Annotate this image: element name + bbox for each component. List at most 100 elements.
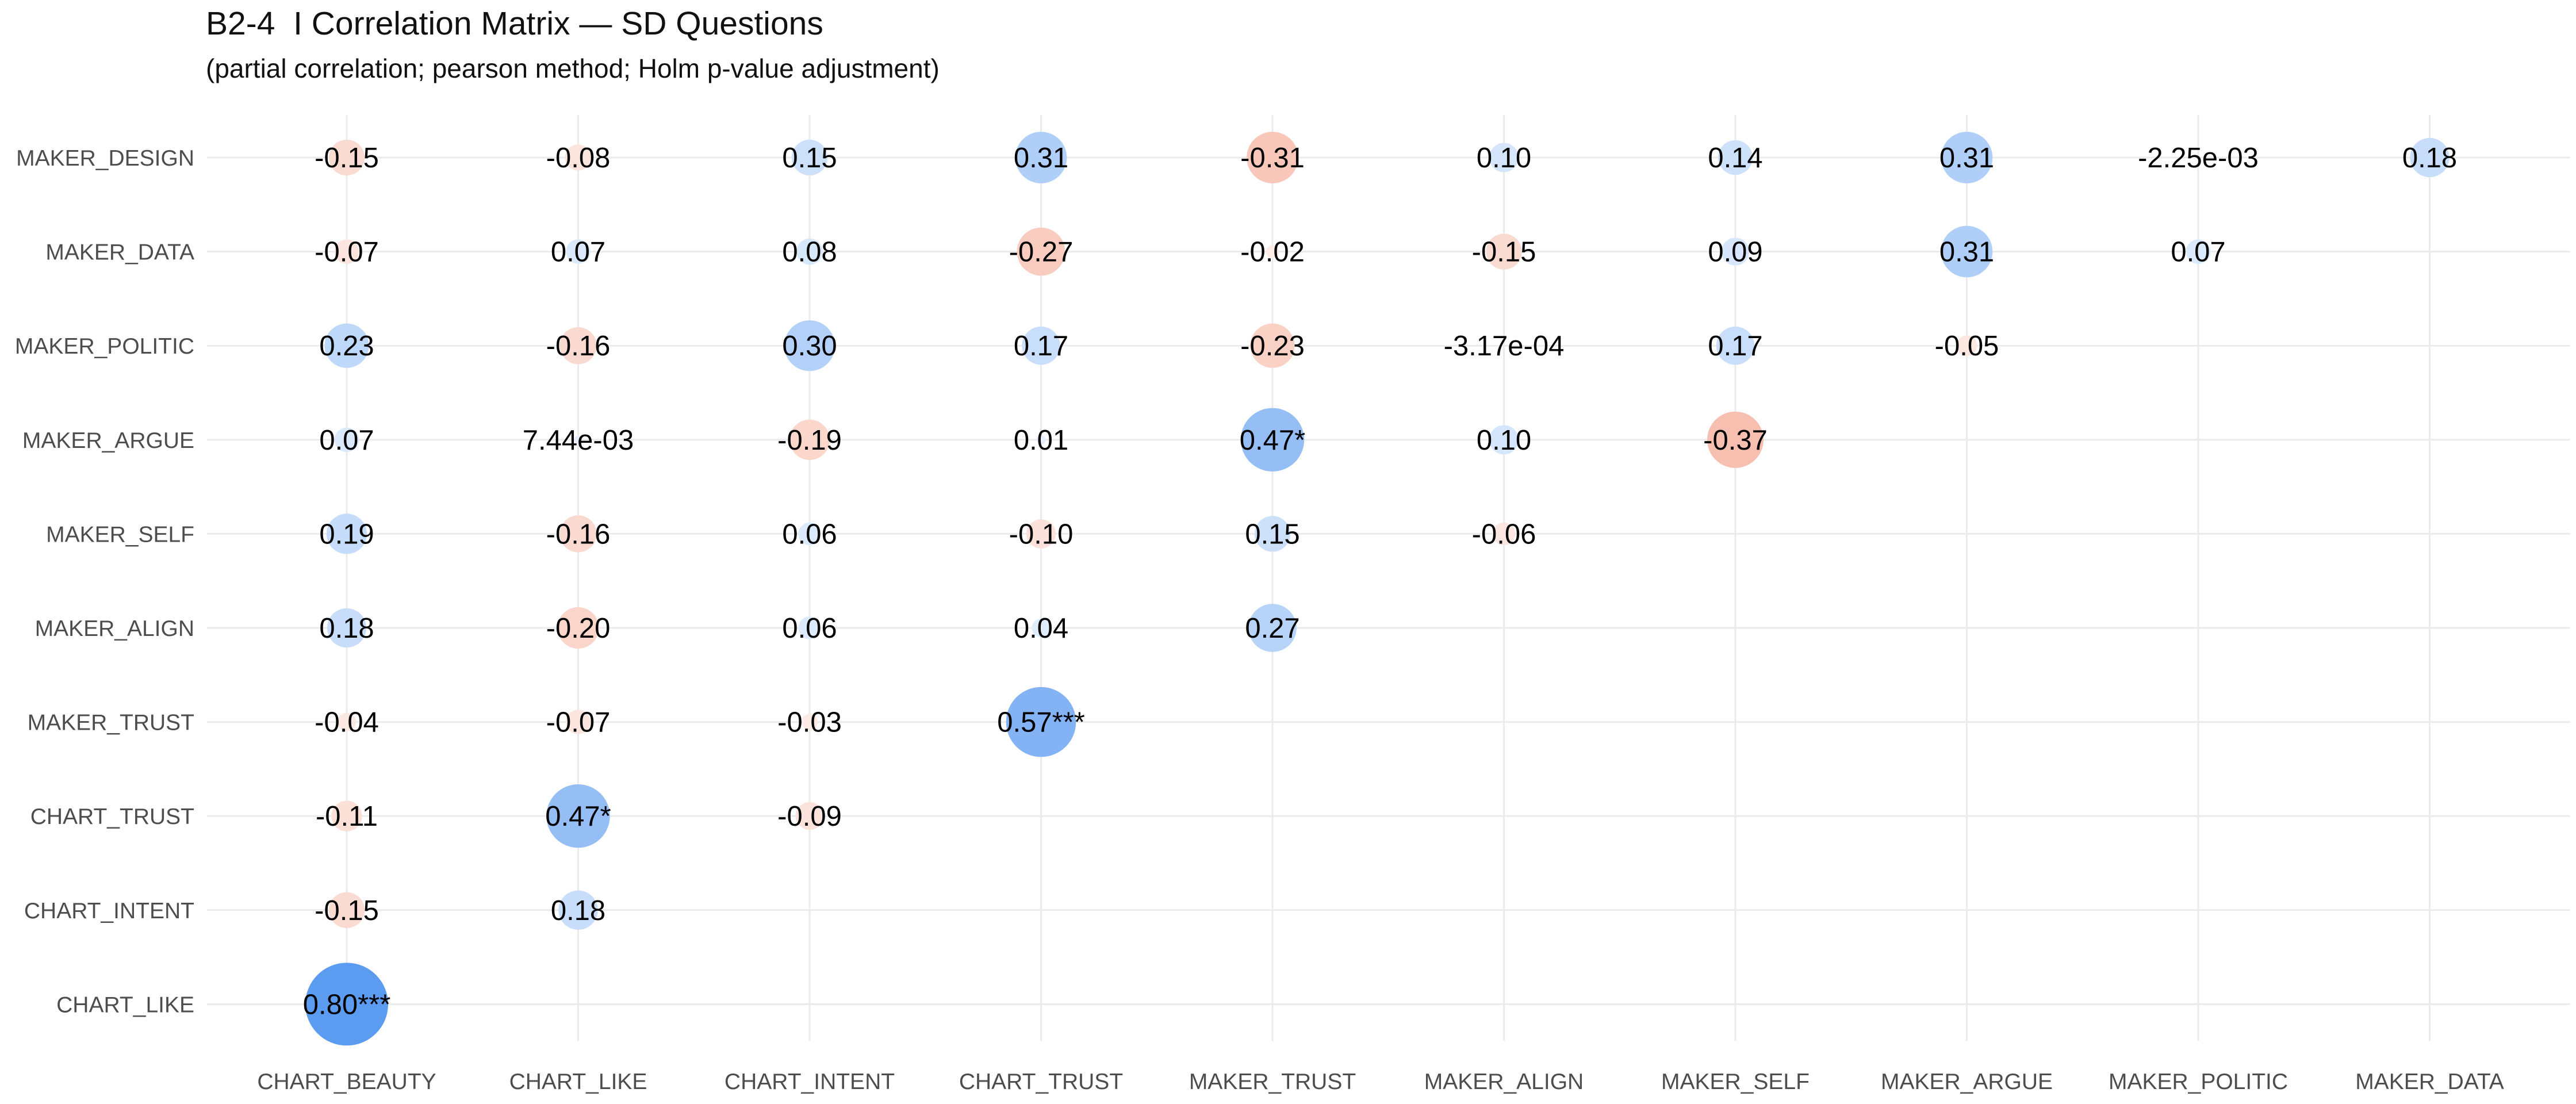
cell-value-label: 0.06 xyxy=(782,519,837,550)
y-tick-label: CHART_INTENT xyxy=(24,899,194,923)
correlation-bubble xyxy=(328,139,365,176)
correlation-bubble xyxy=(1250,323,1295,368)
cell-value-label: 0.47* xyxy=(545,801,611,832)
x-tick-label: CHART_TRUST xyxy=(959,1070,1123,1094)
correlation-bubble xyxy=(798,616,821,639)
cell-value-label: -0.09 xyxy=(777,801,842,832)
y-tick-label: MAKER_DESIGN xyxy=(16,146,194,171)
cell-value-label: -0.16 xyxy=(546,519,611,550)
correlation-bubble xyxy=(566,239,591,264)
cell-value-label: -0.04 xyxy=(315,707,379,738)
cell-value-label: -0.15 xyxy=(315,895,379,926)
correlation-bubble xyxy=(1248,604,1297,652)
correlation-bubble xyxy=(1017,227,1065,276)
y-tick-label: MAKER_SELF xyxy=(46,522,194,547)
correlation-bubble xyxy=(1254,516,1291,552)
correlation-bubble xyxy=(2410,137,2450,178)
correlation-bubble xyxy=(1022,327,1060,365)
cell-value-label: 0.01 xyxy=(1014,425,1068,456)
cell-value-label: 0.31 xyxy=(1939,237,1994,268)
correlation-bubble xyxy=(334,427,359,453)
correlation-bubble xyxy=(789,419,830,460)
y-tick-label: CHART_LIKE xyxy=(56,992,194,1017)
cell-value-label: 0.04 xyxy=(1014,613,1068,644)
cell-value-label: 0.57*** xyxy=(997,707,1085,738)
correlation-bubble xyxy=(558,890,598,930)
cell-value-label: -0.31 xyxy=(1240,143,1305,174)
correlation-bubble xyxy=(1721,237,1750,266)
correlation-bubble xyxy=(795,802,824,830)
correlation-bubble xyxy=(337,712,356,731)
cell-value-label: -0.10 xyxy=(1009,519,1074,550)
x-tick-label: CHART_BEAUTY xyxy=(257,1070,436,1094)
correlation-bubble xyxy=(1486,233,1522,270)
cell-value-label: 0.31 xyxy=(1939,143,1994,174)
y-tick-label: MAKER_ARGUE xyxy=(22,428,194,453)
correlation-bubble xyxy=(1489,425,1519,455)
cell-value-label: -0.03 xyxy=(777,707,842,738)
cell-value-label: -0.07 xyxy=(315,237,379,268)
x-tick-label: CHART_LIKE xyxy=(509,1070,647,1094)
correlation-bubble xyxy=(1240,408,1305,471)
cell-value-label: 0.08 xyxy=(782,237,837,268)
cell-value-label: 0.07 xyxy=(551,237,605,268)
chart-title: B2-4 I Correlation Matrix — SD Questions xyxy=(206,5,823,42)
y-tick-label: CHART_TRUST xyxy=(30,804,194,829)
cell-value-label: 0.10 xyxy=(1477,425,1531,456)
cell-value-label: -0.08 xyxy=(546,143,611,174)
cell-value-label: 0.15 xyxy=(782,143,837,174)
cell-value-label: 0.10 xyxy=(1477,143,1531,174)
cell-value-label: 0.18 xyxy=(2402,143,2457,174)
x-axis-tick-labels: CHART_BEAUTY CHART_LIKE CHART_INTENT CHART_… xyxy=(257,1070,2504,1094)
x-tick-label: MAKER_SELF xyxy=(1661,1070,1810,1094)
cell-value-label: 0.15 xyxy=(1245,519,1300,550)
cell-value-label: -0.07 xyxy=(546,707,611,738)
y-tick-label: MAKER_DATA xyxy=(45,240,194,265)
correlation-bubble xyxy=(1026,519,1056,549)
x-tick-label: MAKER_DATA xyxy=(2355,1070,2504,1094)
y-tick-label: MAKER_ALIGN xyxy=(35,616,194,641)
correlation-bubble xyxy=(559,327,597,365)
correlation-bubble xyxy=(546,784,610,848)
correlation-bubble xyxy=(1941,225,1993,278)
cell-value-label: -3.17e-04 xyxy=(1444,331,1565,362)
correlation-bubble xyxy=(1036,435,1046,444)
correlation-bubble xyxy=(574,435,582,444)
correlation-bubble xyxy=(324,323,369,368)
cell-value-label: -0.11 xyxy=(316,801,378,832)
y-tick-label: MAKER_POLITIC xyxy=(15,334,194,359)
y-tick-label: MAKER_TRUST xyxy=(28,711,194,735)
cell-value-label: 0.07 xyxy=(319,425,374,456)
cell-value-label: 0.06 xyxy=(782,613,837,644)
cell-value-label: 0.17 xyxy=(1708,331,1762,362)
bubbles xyxy=(305,132,2450,1046)
cell-value-label: 0.09 xyxy=(1708,237,1762,268)
correlation-bubble xyxy=(1707,411,1764,468)
correlation-bubble xyxy=(1015,132,1067,183)
cell-value-label: 0.27 xyxy=(1245,613,1300,644)
cell-value-label: 0.18 xyxy=(551,895,605,926)
cell-value-label: 7.44e-03 xyxy=(523,425,634,456)
cell-value-label: 0.14 xyxy=(1708,143,1762,174)
cell-value-label: 0.19 xyxy=(319,519,374,550)
cell-value-label: 0.17 xyxy=(1014,331,1068,362)
x-tick-label: MAKER_TRUST xyxy=(1189,1070,1356,1094)
correlation-bubble xyxy=(566,710,591,734)
x-tick-label: CHART_INTENT xyxy=(724,1070,895,1094)
cell-value-label: 0.23 xyxy=(319,331,374,362)
correlation-bubble xyxy=(1503,344,1505,347)
correlation-bubble xyxy=(1489,143,1519,172)
cell-value-label: 0.31 xyxy=(1014,143,1068,174)
correlation-bubble xyxy=(2186,239,2211,264)
correlation-bubble xyxy=(334,239,359,264)
correlation-bubble xyxy=(326,513,367,554)
cell-value-label: -0.15 xyxy=(315,143,379,174)
chart-subtitle: (partial correlation; pearson method; Ho… xyxy=(206,53,940,83)
correlation-bubble xyxy=(305,963,388,1046)
x-tick-label: MAKER_ARGUE xyxy=(1881,1070,2053,1094)
correlation-bubble xyxy=(798,522,821,546)
correlation-bubble xyxy=(331,800,362,831)
correlation-bubble xyxy=(1716,327,1755,365)
cell-value-label: -0.16 xyxy=(546,331,611,362)
